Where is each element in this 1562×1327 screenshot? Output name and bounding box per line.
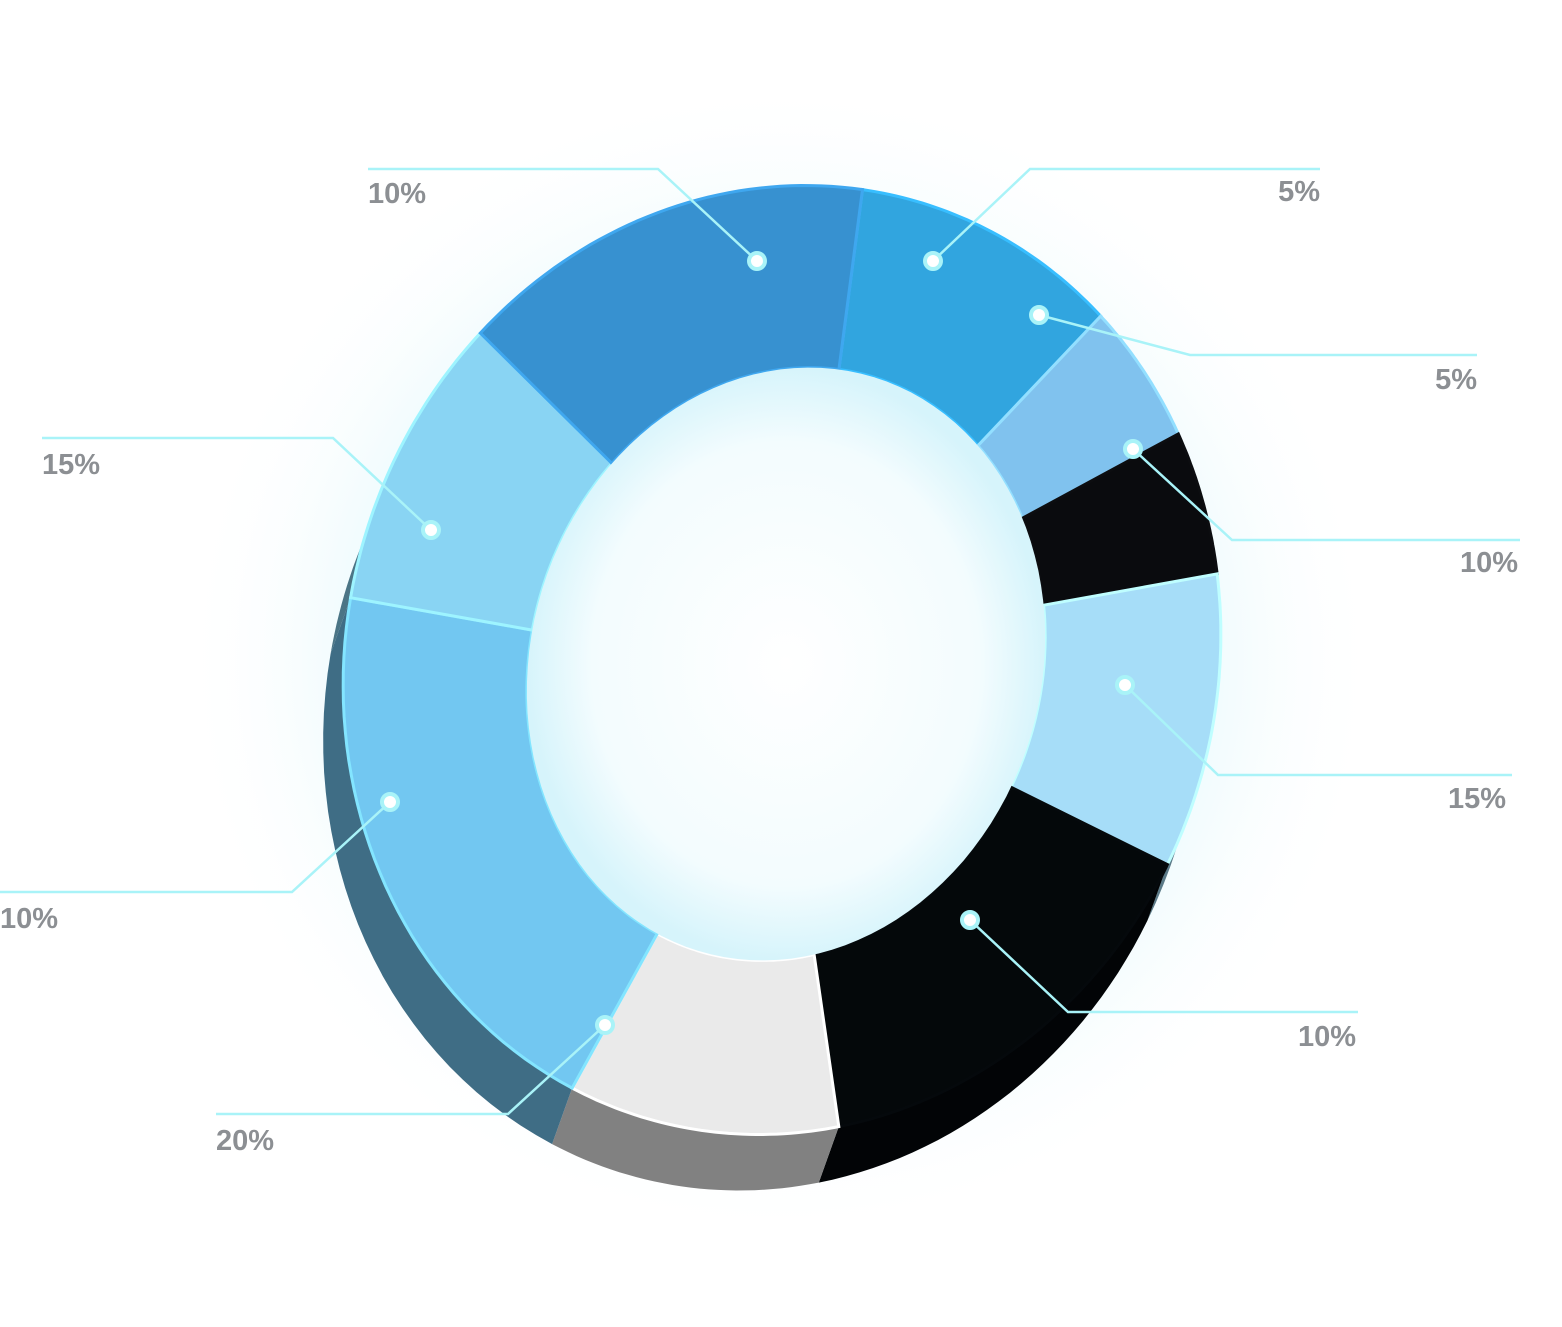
leader-line [1124, 684, 1512, 777]
percentage-label: 20% [216, 1125, 274, 1157]
slice-marker [1123, 439, 1143, 459]
slice-outer-wall [323, 597, 573, 1145]
percentage-label: 10% [1460, 547, 1518, 579]
leader-line [1132, 448, 1520, 542]
slice-marker [747, 251, 767, 271]
percentage-label: 10% [1298, 1021, 1356, 1053]
slice-marker [421, 520, 441, 540]
leader-line [42, 436, 432, 531]
leader-line [0, 801, 391, 894]
percentage-label: 15% [1448, 783, 1506, 815]
slice-marker [595, 1015, 615, 1035]
percentage-label: 5% [1435, 364, 1477, 396]
leader-line [216, 1024, 606, 1116]
slice-marker [1029, 305, 1049, 325]
percentage-label: 5% [1278, 176, 1320, 208]
leader-line [368, 167, 758, 262]
percentage-label: 10% [0, 903, 58, 935]
slice-marker [960, 910, 980, 930]
leader-line [932, 167, 1320, 262]
percentage-label: 15% [42, 449, 100, 481]
leader-line [969, 919, 1358, 1014]
percentage-label: 10% [368, 178, 426, 210]
leader-line [1038, 313, 1477, 357]
slice-9 [478, 183, 865, 466]
slice-marker [923, 251, 943, 271]
slice-marker [380, 792, 400, 812]
slice-outer-wall [818, 864, 1168, 1183]
slice-marker [1115, 675, 1135, 695]
slice-outer-wall [552, 1088, 839, 1191]
donut-hole [526, 367, 1046, 961]
